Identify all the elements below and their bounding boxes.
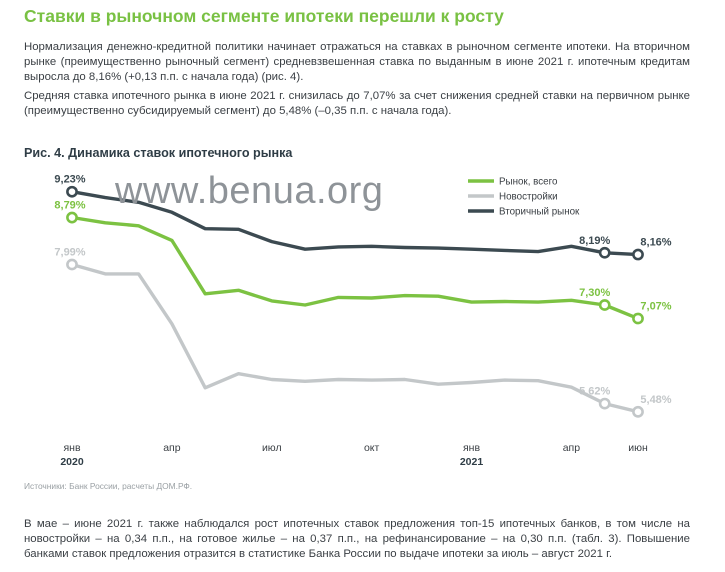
- figure-title: Рис. 4. Динамика ставок ипотечного рынка: [24, 146, 293, 160]
- second-paragraph: Средняя ставка ипотечного рынка в июне 2…: [24, 90, 690, 118]
- x-year-label: 2020: [60, 456, 84, 468]
- watermark-text: www.benua.org: [115, 170, 384, 212]
- intro-paragraph: Нормализация денежно-кредитной политики …: [24, 41, 690, 84]
- data-point-marker: [632, 248, 644, 261]
- x-tick-label: янв: [63, 442, 80, 454]
- series-line: [70, 189, 640, 257]
- x-tick-label: июл: [262, 442, 282, 454]
- page-heading: Ставки в рыночном сегменте ипотеки переш…: [24, 6, 504, 26]
- x-tick-label: окт: [364, 442, 380, 454]
- legend-label: Рынок, всего: [499, 177, 558, 188]
- data-label: 5,48%: [640, 394, 671, 406]
- series-line: [70, 262, 640, 414]
- chart-markers: [66, 185, 644, 418]
- data-label: 5,62%: [579, 386, 610, 398]
- chart-x-axis: янв 2020 апр июл окт янв 2021 апр июн: [60, 442, 648, 468]
- data-point-marker: [632, 312, 644, 325]
- data-label: 7,99%: [54, 247, 85, 259]
- chart-series-lines: [70, 189, 640, 414]
- x-year-label: 2021: [460, 456, 484, 468]
- legend-label: Вторичный рынок: [499, 207, 580, 218]
- data-label: 9,23%: [54, 174, 85, 186]
- data-label: 8,79%: [54, 200, 85, 212]
- series-line: [70, 215, 640, 321]
- x-tick-label: июн: [628, 442, 648, 454]
- data-label: 8,16%: [640, 237, 671, 249]
- source-note: Источники: Банк России, расчеты ДОМ.РФ.: [24, 481, 193, 491]
- data-label: 7,07%: [640, 301, 671, 313]
- data-point-marker: [598, 397, 611, 410]
- x-tick-label: апр: [163, 442, 181, 454]
- data-point-marker: [66, 258, 78, 271]
- data-label: 8,19%: [579, 235, 610, 247]
- data-label: 7,30%: [579, 287, 610, 299]
- data-point-marker: [598, 299, 611, 311]
- data-point-marker: [598, 246, 611, 259]
- chart-data-labels: 8,79% 7,30% 7,07% 7,99% 5,62% 5,48% 9,23% 8,19%…: [54, 174, 671, 406]
- data-point-marker: [632, 405, 644, 418]
- chart-legend: Рынок, всего Новостройки Вторичный рынок: [468, 177, 580, 218]
- data-point-marker: [66, 185, 78, 198]
- data-point-marker: [66, 211, 78, 224]
- legend-label: Новостройки: [499, 192, 558, 203]
- x-tick-label: янв: [463, 442, 480, 454]
- closing-paragraph: В мае – июне 2021 г. также наблюдался ро…: [24, 518, 690, 560]
- x-tick-label: апр: [563, 442, 581, 454]
